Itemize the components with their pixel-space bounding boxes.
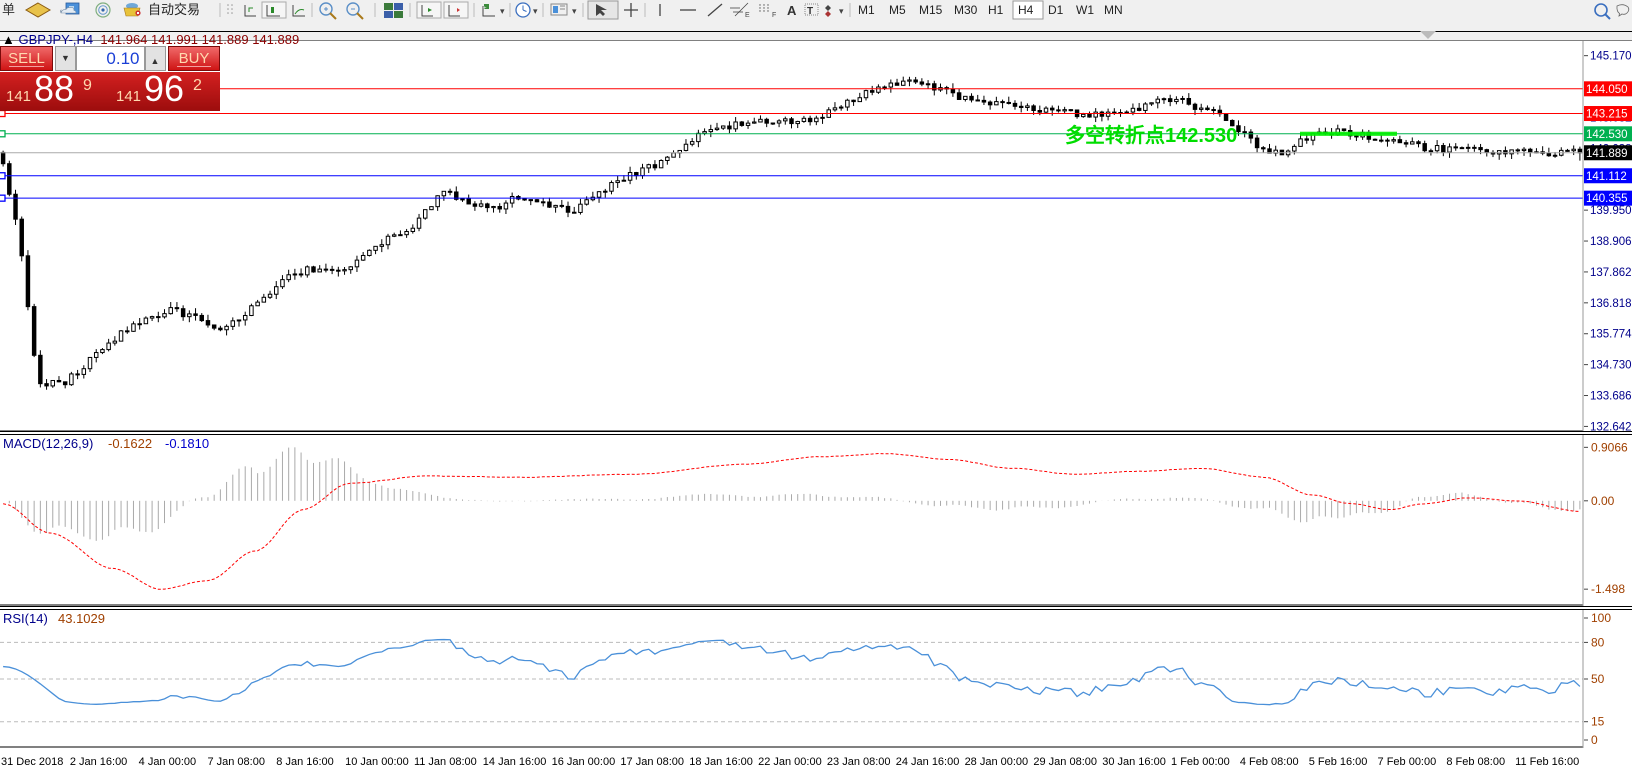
- svg-text:自动交易: 自动交易: [148, 2, 200, 17]
- svg-text:0: 0: [1591, 733, 1598, 747]
- svg-text:141.889: 141.889: [1586, 148, 1628, 160]
- svg-text:MACD(12,26,9): MACD(12,26,9): [3, 436, 93, 451]
- svg-text:-0.1810: -0.1810: [165, 436, 209, 451]
- svg-text:T: T: [807, 6, 813, 17]
- svg-text:15: 15: [1591, 715, 1605, 729]
- svg-text:E: E: [745, 12, 750, 19]
- svg-text:▾: ▾: [839, 6, 844, 16]
- svg-text:43.1029: 43.1029: [58, 611, 105, 626]
- svg-text:100: 100: [1591, 611, 1611, 625]
- svg-text:142.530: 142.530: [1586, 129, 1628, 141]
- svg-text:135.774: 135.774: [1590, 329, 1632, 341]
- svg-text:RSI(14): RSI(14): [3, 611, 48, 626]
- svg-text:D1: D1: [1048, 3, 1064, 17]
- svg-text:141.112: 141.112: [1586, 171, 1627, 183]
- svg-text:多空转折点142.530: 多空转折点142.530: [1065, 123, 1237, 147]
- svg-text:50: 50: [1591, 672, 1605, 686]
- svg-text:A: A: [787, 3, 797, 18]
- svg-text:137.862: 137.862: [1590, 267, 1632, 279]
- svg-text:143.215: 143.215: [1586, 109, 1628, 121]
- svg-text:144.050: 144.050: [1586, 84, 1628, 96]
- svg-text:M15: M15: [919, 3, 943, 17]
- svg-text:145.170: 145.170: [1590, 51, 1632, 63]
- svg-text:M30: M30: [954, 3, 978, 17]
- svg-text:M1: M1: [858, 3, 875, 17]
- svg-text:+: +: [483, 6, 487, 12]
- svg-text:0.00: 0.00: [1591, 494, 1615, 508]
- svg-text:133.686: 133.686: [1590, 391, 1632, 403]
- svg-text:▾: ▾: [500, 6, 505, 16]
- svg-text:▾: ▾: [572, 6, 577, 16]
- svg-text:80: 80: [1591, 635, 1605, 649]
- svg-text:H1: H1: [988, 3, 1004, 17]
- svg-text:M5: M5: [889, 3, 906, 17]
- svg-text:W1: W1: [1076, 3, 1094, 17]
- svg-text:136.818: 136.818: [1590, 298, 1632, 310]
- svg-text:H4: H4: [1018, 3, 1034, 17]
- svg-text:140.355: 140.355: [1586, 193, 1628, 205]
- svg-text:F: F: [772, 12, 776, 19]
- svg-text:134.730: 134.730: [1590, 360, 1632, 372]
- svg-text:单: 单: [2, 2, 15, 17]
- svg-text:138.906: 138.906: [1590, 236, 1632, 248]
- svg-text:▾: ▾: [533, 6, 538, 16]
- svg-text:MN: MN: [1104, 3, 1123, 17]
- svg-text:-0.1622: -0.1622: [108, 436, 152, 451]
- svg-text:139.950: 139.950: [1590, 205, 1632, 217]
- svg-text:-1.498: -1.498: [1591, 582, 1625, 596]
- svg-text:0.9066: 0.9066: [1591, 440, 1628, 454]
